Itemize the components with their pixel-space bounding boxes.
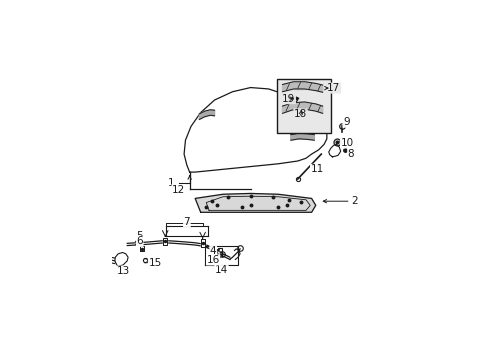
Text: 8: 8 [347,149,353,159]
Polygon shape [299,133,307,139]
Text: 5: 5 [136,231,143,241]
Polygon shape [195,193,315,212]
Polygon shape [282,82,293,92]
Polygon shape [307,134,314,140]
Polygon shape [293,82,304,89]
Polygon shape [200,239,204,247]
Polygon shape [328,144,340,157]
Polygon shape [315,104,322,113]
Polygon shape [183,87,326,172]
Polygon shape [204,110,210,117]
Polygon shape [163,238,167,245]
Polygon shape [282,103,292,113]
Polygon shape [292,102,304,110]
Text: 15: 15 [148,258,161,268]
Text: 4: 4 [209,246,216,256]
Polygon shape [290,133,299,140]
Text: 17: 17 [326,83,340,93]
Text: 1: 1 [168,178,175,188]
Text: 9: 9 [342,117,349,127]
Polygon shape [304,102,315,111]
Text: 2: 2 [323,196,357,206]
Polygon shape [210,110,214,116]
Polygon shape [115,252,128,266]
Text: 19: 19 [282,94,295,104]
FancyBboxPatch shape [276,79,330,133]
Text: 10: 10 [340,138,353,148]
Polygon shape [199,111,204,120]
Text: 11: 11 [310,164,323,174]
Text: 16: 16 [206,255,220,265]
Text: 18: 18 [293,109,306,119]
Text: 6: 6 [136,237,143,246]
Polygon shape [140,246,143,251]
Polygon shape [304,82,315,91]
Text: 7: 7 [183,217,190,227]
Text: 13: 13 [116,266,129,276]
Text: 14: 14 [214,265,228,275]
Polygon shape [315,84,322,92]
Text: 12: 12 [172,185,185,194]
Text: 3: 3 [212,252,219,262]
